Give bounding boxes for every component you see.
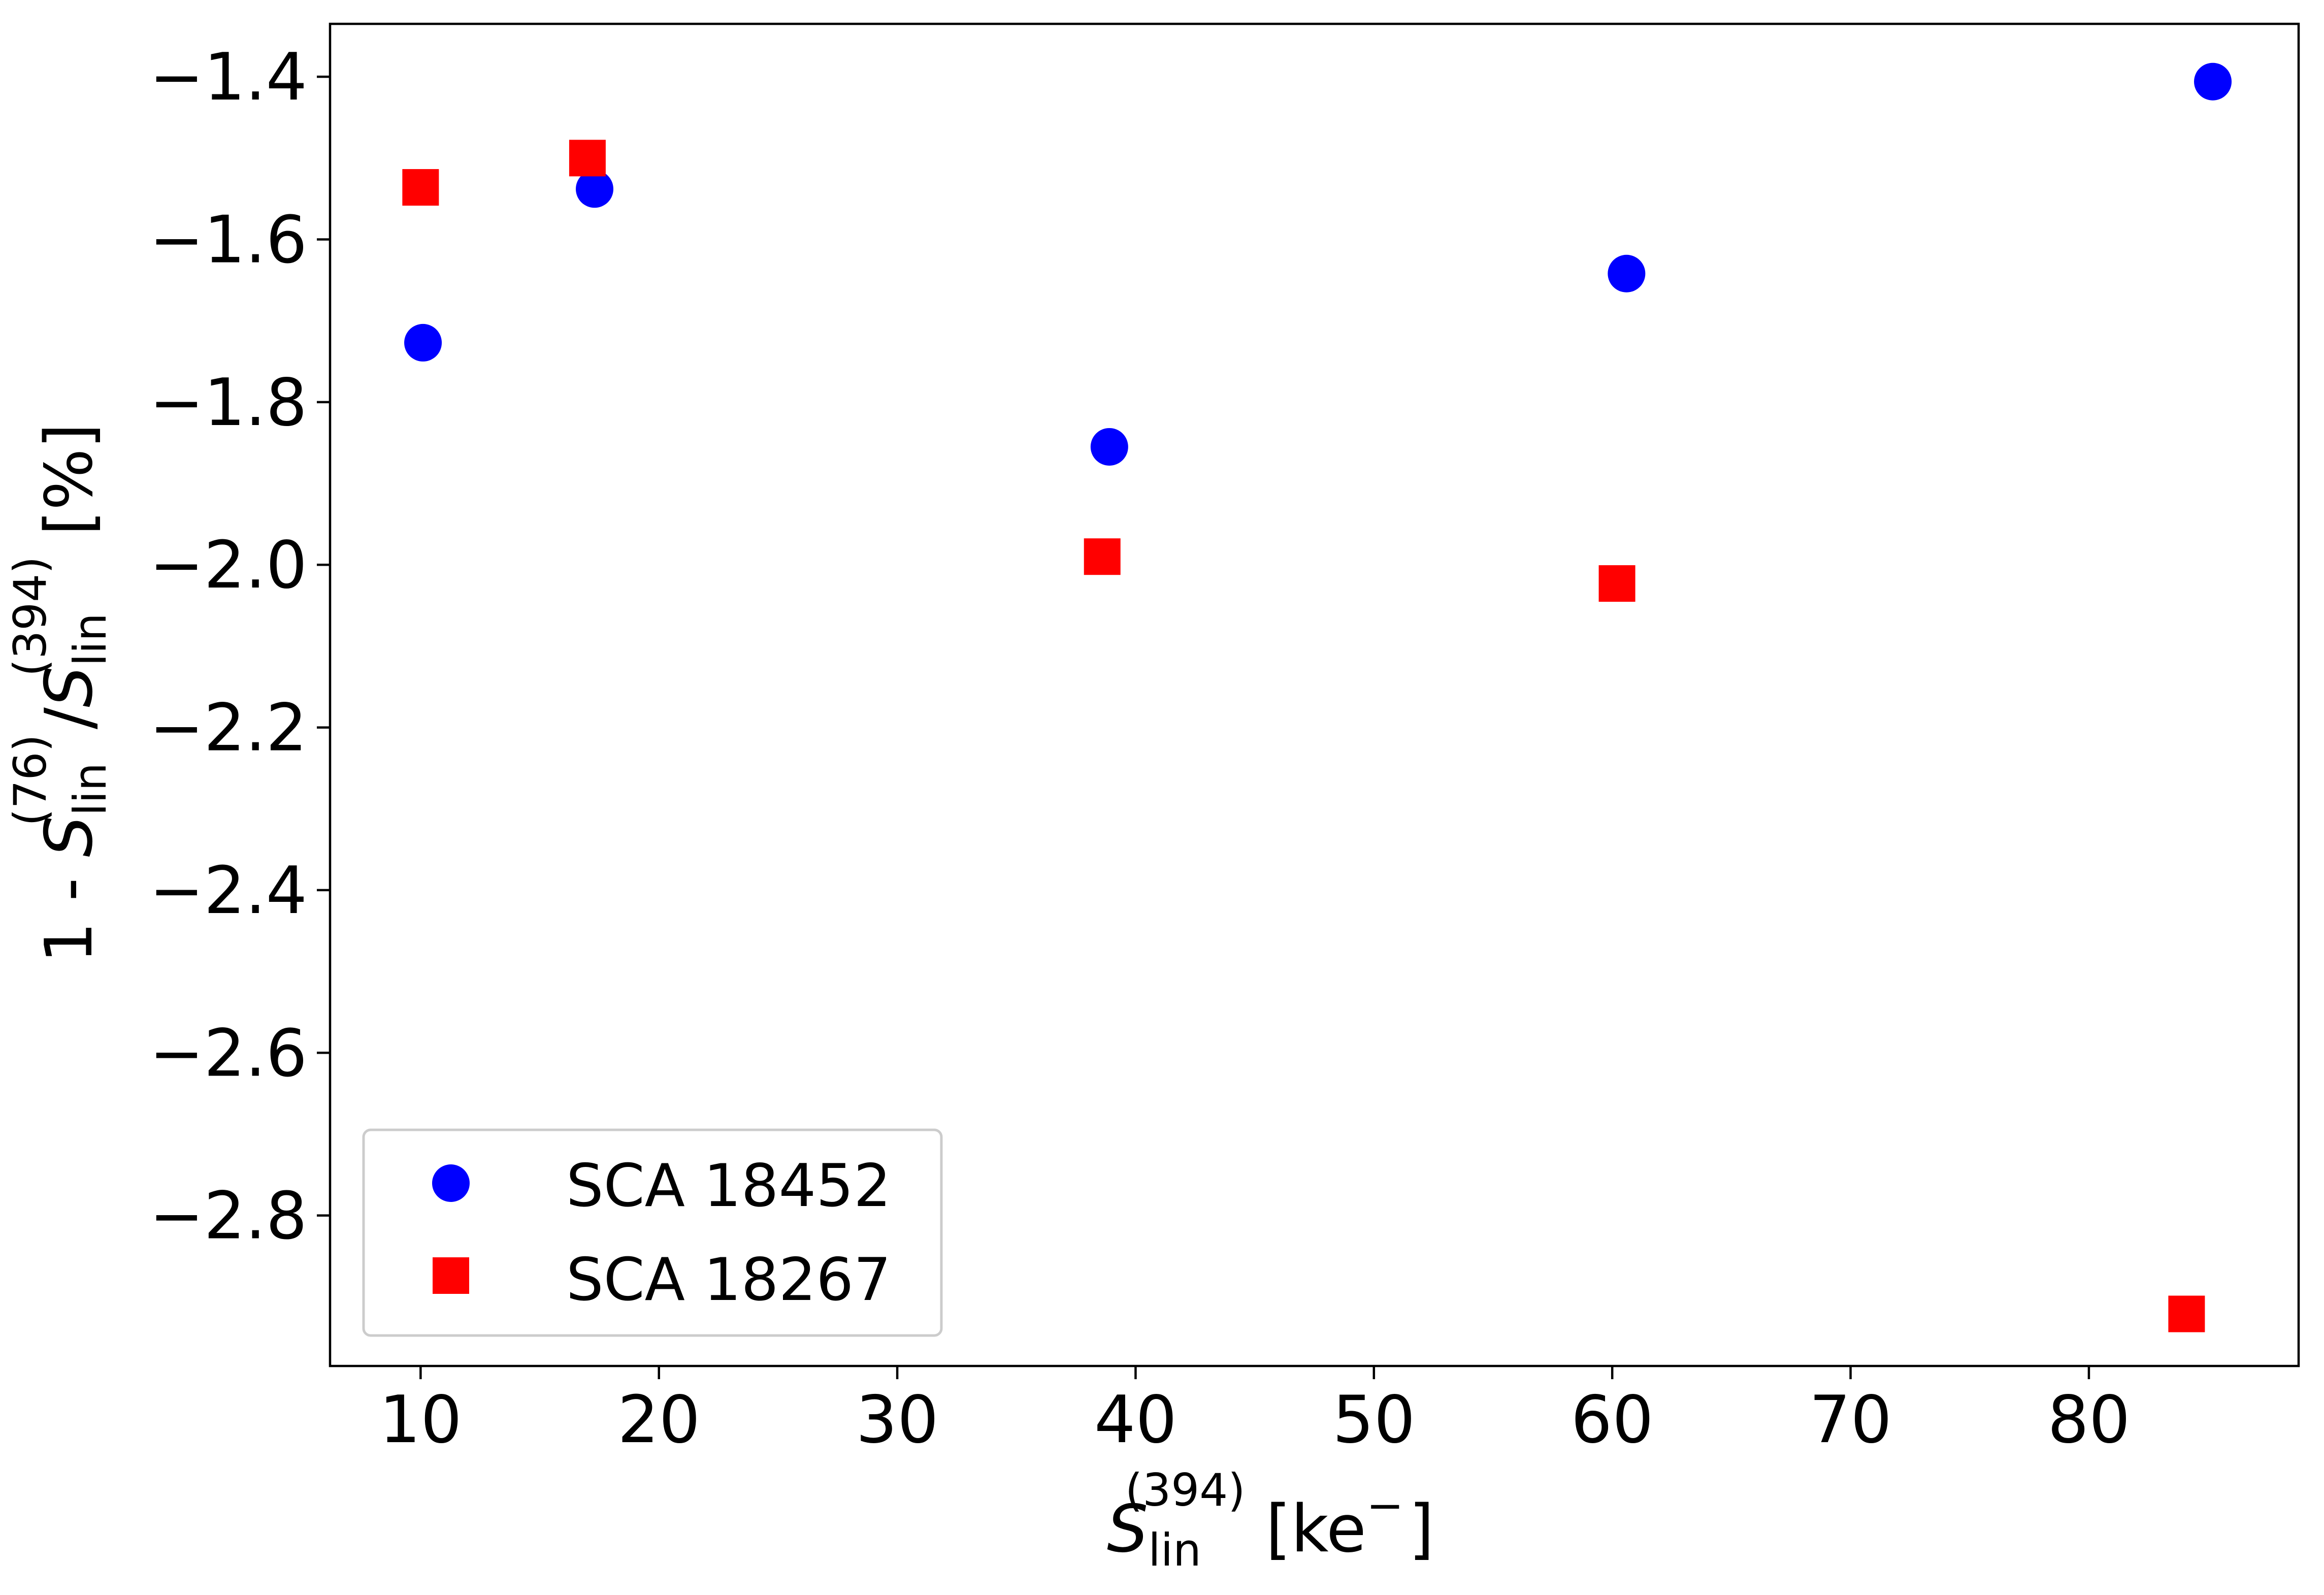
legend-label-sca-18452: SCA 18452 (566, 1152, 891, 1220)
x-axis-label-sup: (394) (1125, 1464, 1246, 1516)
data-point-sca-18267 (569, 140, 606, 177)
data-point-sca-18452 (404, 323, 442, 362)
data-markers (402, 62, 2232, 1332)
plot-area-frame (329, 22, 2300, 1368)
data-point-sca-18267 (1598, 565, 1635, 602)
y-axis-label-num-sub: lin (64, 763, 116, 816)
y-axis-label-num-main: S (31, 816, 107, 857)
data-point-sca-18452 (2194, 62, 2232, 101)
data-point-sca-18452 (1090, 428, 1128, 466)
legend-entries (432, 1164, 470, 1294)
x-tick-label: 60 (1571, 1382, 1654, 1458)
x-axis-label-unit: [ke (1266, 1491, 1366, 1567)
data-point-sca-18267 (1084, 538, 1121, 575)
y-axis-label-den-sub: lin (64, 613, 116, 666)
y-axis-label-den-main: S (31, 666, 107, 707)
legend: SCA 18452 SCA 18267 (362, 1128, 943, 1337)
data-point-sca-18267 (2168, 1295, 2205, 1332)
x-axis-label-unit-sup: − (1366, 1479, 1404, 1532)
x-tick-label: 70 (1809, 1382, 1892, 1458)
x-axis-label-unit-close: ] (1409, 1491, 1434, 1567)
x-tick-label: 40 (1094, 1382, 1177, 1458)
y-axis-label: 1 - Slin(76)/Slin(394) [%] (4, 423, 116, 963)
y-axis-ticks: −1.4 −1.6 −1.8 −2.0 −2.2 −2.4 −2.6 −2.8 (149, 40, 330, 1254)
y-tick-label: −2.2 (149, 691, 307, 766)
y-tick-label: −2.4 (149, 853, 307, 929)
y-tick-label: −1.8 (149, 365, 307, 441)
x-axis-ticks: 10 20 30 40 50 60 70 80 (379, 1366, 2130, 1458)
y-tick-label: −2.6 (149, 1016, 307, 1091)
y-tick-label: −1.4 (149, 40, 307, 115)
y-tick-label: −1.6 (149, 202, 307, 278)
data-point-sca-18267 (402, 169, 439, 206)
legend-label-sca-18267: SCA 18267 (566, 1246, 891, 1314)
x-tick-label: 10 (379, 1382, 462, 1458)
y-axis-label-slash: / (31, 707, 107, 729)
x-axis-label-main: S (1107, 1491, 1148, 1567)
legend-marker-circle (432, 1164, 470, 1202)
x-tick-label: 30 (856, 1382, 939, 1458)
y-tick-label: −2.8 (149, 1179, 307, 1254)
data-point-sca-18452 (1608, 254, 1646, 292)
y-axis-label-den-sup: (394) (4, 556, 56, 676)
y-axis-label-num-sup: (76) (4, 734, 56, 826)
x-tick-label: 50 (1332, 1382, 1415, 1458)
y-tick-label: −2.0 (149, 528, 307, 603)
data-point-sca-18452 (576, 170, 614, 208)
x-axis-label: Slin (394) [ke−] (1107, 1464, 1434, 1576)
y-axis-label-prefix: 1 - (31, 857, 107, 963)
legend-marker-square (433, 1257, 469, 1294)
x-tick-label: 80 (2048, 1382, 2131, 1458)
x-axis-label-sub: lin (1148, 1524, 1201, 1576)
legend-frame (362, 1128, 943, 1337)
x-tick-label: 20 (617, 1382, 700, 1458)
y-axis-label-unit: [%] (31, 423, 107, 556)
